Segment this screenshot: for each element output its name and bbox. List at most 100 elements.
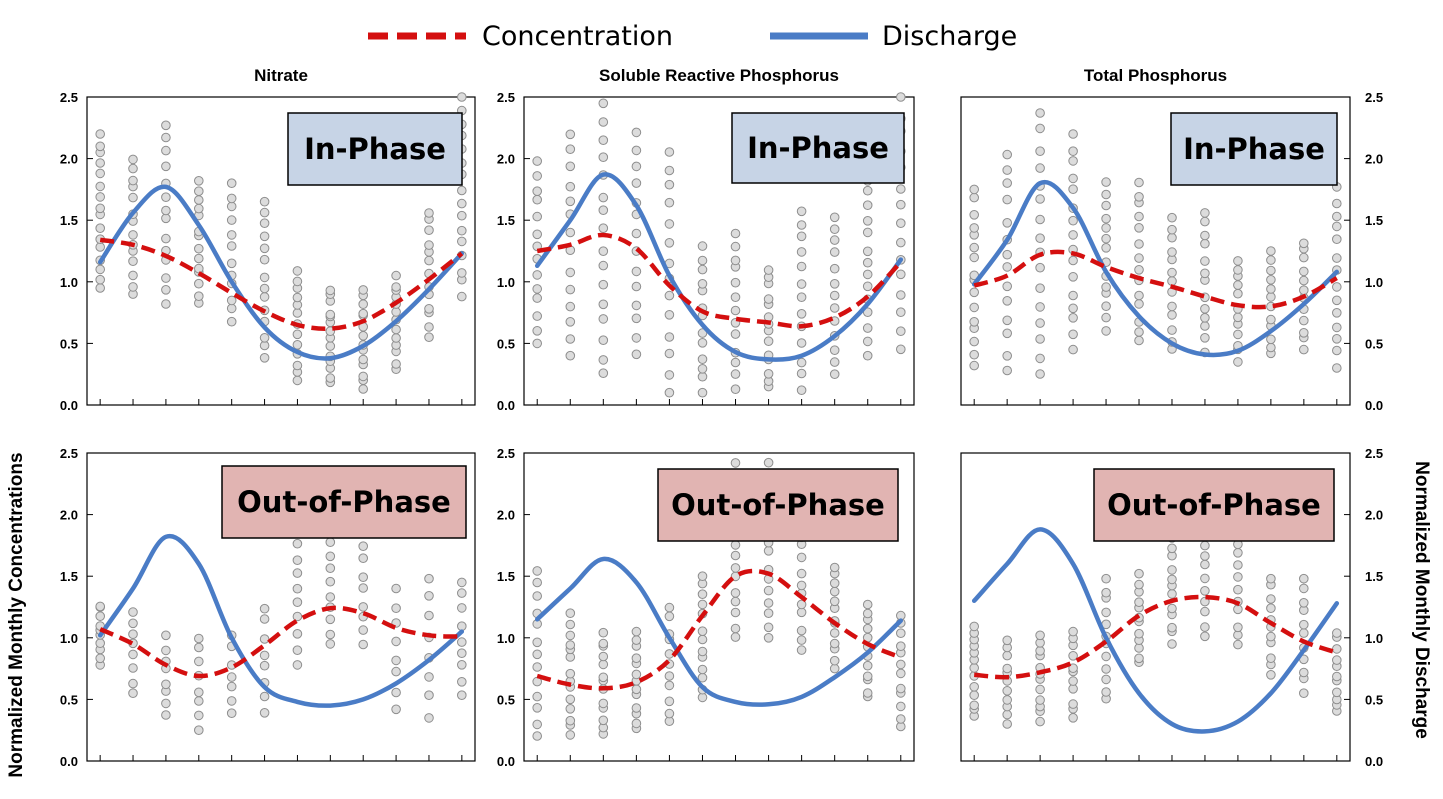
data-point bbox=[292, 568, 303, 578]
y-tick-label: 2.0 bbox=[497, 152, 515, 167]
data-point bbox=[194, 710, 204, 721]
data-point bbox=[532, 637, 543, 648]
data-point bbox=[796, 231, 807, 242]
y-tick-label: 1.5 bbox=[1365, 569, 1383, 584]
data-point bbox=[1068, 344, 1078, 355]
data-point bbox=[796, 261, 807, 272]
data-point bbox=[664, 165, 675, 176]
data-point bbox=[829, 247, 840, 257]
data-point bbox=[896, 184, 906, 194]
data-point bbox=[1233, 288, 1243, 299]
data-point bbox=[896, 628, 906, 639]
data-point bbox=[358, 625, 369, 635]
data-point bbox=[697, 354, 708, 365]
data-point bbox=[259, 333, 270, 343]
data-point bbox=[1266, 342, 1276, 353]
y-tick-label: 1.0 bbox=[60, 275, 78, 290]
data-point bbox=[1233, 639, 1243, 650]
y-tick-label: 2.5 bbox=[60, 446, 78, 461]
y-tick-label: 1.5 bbox=[497, 569, 515, 584]
data-point bbox=[796, 357, 807, 368]
data-point bbox=[532, 649, 543, 660]
data-point bbox=[292, 375, 303, 386]
data-point bbox=[1101, 664, 1111, 674]
data-point bbox=[457, 92, 467, 102]
data-point bbox=[697, 589, 708, 600]
data-point bbox=[1035, 146, 1045, 156]
data-point bbox=[424, 672, 434, 682]
data-point bbox=[226, 681, 237, 692]
data-point bbox=[598, 638, 609, 649]
data-point bbox=[95, 129, 105, 139]
data-point bbox=[969, 700, 980, 711]
data-point bbox=[1167, 603, 1177, 614]
data-point bbox=[796, 645, 807, 655]
data-point bbox=[829, 263, 840, 274]
data-point bbox=[424, 610, 434, 621]
data-point bbox=[1200, 586, 1210, 596]
data-point bbox=[1068, 626, 1078, 637]
data-point bbox=[532, 577, 543, 588]
data-point bbox=[697, 241, 708, 251]
data-point bbox=[532, 270, 543, 280]
y-tick-label: 0.0 bbox=[60, 398, 78, 413]
data-point bbox=[1035, 695, 1045, 705]
data-point bbox=[1134, 192, 1144, 202]
data-point bbox=[1233, 265, 1243, 275]
observation-points bbox=[95, 512, 467, 736]
data-point bbox=[1299, 598, 1309, 608]
data-point bbox=[1299, 688, 1309, 699]
data-point bbox=[259, 207, 270, 218]
data-point bbox=[730, 458, 741, 468]
data-point bbox=[457, 690, 467, 701]
data-point bbox=[697, 646, 708, 657]
data-point bbox=[896, 668, 906, 679]
data-point bbox=[194, 195, 204, 205]
data-point bbox=[1068, 651, 1078, 661]
data-point bbox=[664, 147, 675, 157]
data-point bbox=[226, 193, 237, 204]
data-point bbox=[1299, 275, 1309, 286]
y-tick-label: 2.0 bbox=[1365, 152, 1383, 167]
data-point bbox=[457, 291, 467, 302]
data-point bbox=[1266, 246, 1276, 256]
data-point bbox=[292, 360, 303, 371]
data-point bbox=[565, 317, 576, 327]
data-point bbox=[128, 618, 138, 629]
y-tick-label: 0.0 bbox=[497, 398, 515, 413]
data-point bbox=[1299, 252, 1309, 263]
data-point bbox=[161, 145, 171, 156]
data-point bbox=[1002, 686, 1013, 696]
data-point bbox=[1167, 543, 1177, 554]
data-point bbox=[565, 196, 576, 207]
data-point bbox=[763, 265, 774, 275]
data-point bbox=[358, 285, 369, 295]
data-point bbox=[1233, 560, 1243, 570]
data-point bbox=[796, 279, 807, 289]
data-point bbox=[896, 290, 906, 300]
data-point bbox=[796, 292, 807, 303]
data-point bbox=[95, 181, 105, 192]
data-point bbox=[730, 277, 741, 288]
y-tick-label: 0.0 bbox=[1365, 754, 1383, 769]
data-point bbox=[391, 655, 401, 666]
data-point bbox=[391, 603, 401, 614]
data-point bbox=[896, 218, 906, 228]
y-tick-label: 1.5 bbox=[1365, 213, 1383, 228]
data-point bbox=[1035, 318, 1045, 328]
data-point bbox=[1134, 628, 1144, 639]
y-tick-label: 1.0 bbox=[1365, 631, 1383, 646]
data-point bbox=[391, 666, 401, 677]
data-point bbox=[664, 332, 675, 342]
data-point bbox=[194, 203, 204, 214]
data-point bbox=[259, 660, 270, 671]
data-point bbox=[1068, 663, 1078, 674]
data-point bbox=[697, 634, 708, 645]
data-point bbox=[796, 568, 807, 579]
data-point bbox=[1167, 565, 1177, 575]
data-point bbox=[226, 241, 237, 251]
data-point bbox=[226, 708, 237, 719]
data-point bbox=[1233, 584, 1243, 595]
data-point bbox=[1035, 123, 1045, 134]
data-point bbox=[95, 283, 105, 293]
